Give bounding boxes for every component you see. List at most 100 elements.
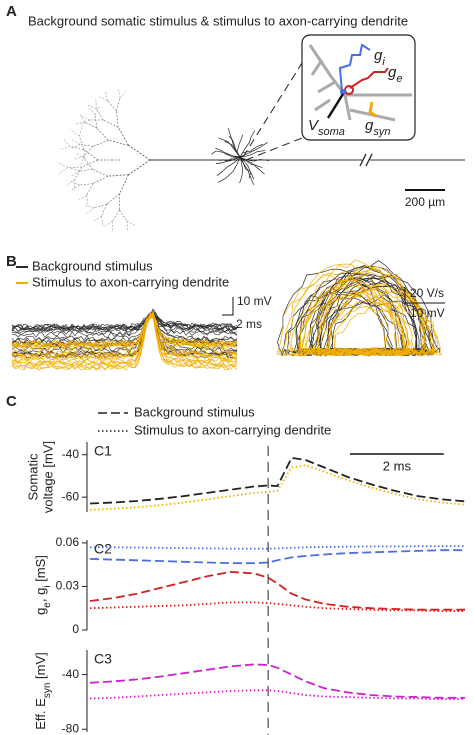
dendrite (79, 113, 86, 123)
dendrite (236, 156, 241, 165)
dendrite (73, 155, 84, 160)
dendrite (239, 152, 243, 158)
y-axis-label: Somatic (25, 453, 40, 500)
trace (11, 315, 238, 347)
dendrite (112, 221, 114, 232)
dendrite (232, 142, 235, 150)
y-tick-label: -60 (62, 489, 80, 503)
dendrite (94, 105, 101, 116)
dendrite (57, 162, 68, 168)
dendrite (236, 153, 241, 158)
dendrite (86, 104, 97, 109)
dendrite (250, 162, 257, 167)
legend-label: Background stimulus (32, 258, 153, 273)
dendrite (231, 156, 241, 161)
dendrite (232, 164, 238, 172)
legend-label: Background stimulus (134, 404, 255, 419)
series-line (89, 570, 465, 611)
dendrite (218, 177, 226, 183)
dendrite (246, 159, 254, 162)
dendrite (238, 139, 242, 144)
dendrite (79, 125, 83, 137)
trace (12, 314, 238, 367)
dendrite (67, 166, 82, 168)
trace (11, 310, 238, 333)
dendrite (241, 161, 243, 170)
trace (11, 310, 238, 344)
dendrite (70, 129, 80, 137)
trace (11, 313, 238, 350)
dendrite (92, 216, 102, 223)
dendrite (101, 216, 104, 227)
label-part: Eff. E (33, 698, 48, 730)
dendrite (248, 172, 251, 179)
dendrite (92, 175, 108, 184)
charts: C1 -40 -60 Somatic voltage [mV] C2 0.06 0.03 0 ge… (25, 441, 466, 735)
dendrite (215, 147, 223, 152)
dendrite (112, 210, 120, 222)
dendrite (103, 119, 119, 128)
dendrite (244, 161, 248, 166)
dendrite (116, 97, 121, 111)
dendrite (211, 150, 217, 155)
dendrite (88, 106, 96, 116)
dendrite (249, 136, 252, 143)
y-tick-label: -80 (62, 721, 80, 735)
inset: gi ge Vsoma gsyn (301, 34, 416, 141)
y-axis-label: voltage [mV] (40, 441, 55, 513)
y-tick-label: 0.06 (56, 535, 80, 549)
dendrite (79, 144, 93, 147)
panel-label: C2 (94, 541, 112, 557)
dendrite (216, 170, 224, 176)
dendrite (86, 195, 89, 207)
dendrite (215, 162, 222, 165)
dendrite (59, 146, 71, 151)
dendrite (225, 171, 234, 179)
dendrite (106, 193, 120, 205)
trace (11, 315, 238, 367)
y-axis-label: Eff. Esyn [mV] (33, 652, 53, 729)
dendrite (119, 90, 128, 99)
y-tick-label: -40 (62, 447, 80, 461)
dendrite (75, 152, 85, 159)
dendrite (224, 152, 233, 157)
traces (11, 259, 443, 372)
dendrite (242, 162, 248, 170)
dendrite (79, 155, 84, 167)
dendrite (84, 122, 98, 129)
trace (11, 312, 238, 334)
dendrite (243, 158, 252, 165)
dendrite (245, 142, 250, 149)
dendrite (247, 165, 251, 173)
dendrite (221, 160, 227, 164)
dendrite (247, 150, 254, 154)
panel-label: C (6, 393, 17, 410)
dendrite (226, 157, 233, 162)
scale-label: 10 mV (410, 306, 445, 320)
dendrite (252, 147, 260, 152)
dendrite (74, 166, 83, 180)
dendrite (126, 221, 128, 232)
dendrite (92, 169, 108, 177)
scale-label: 20 V/s (410, 286, 444, 300)
dendrite (79, 183, 93, 186)
label-part: g (33, 608, 48, 615)
trace (11, 313, 238, 358)
trace (11, 316, 238, 370)
dendrite (128, 144, 151, 161)
trace (277, 268, 388, 357)
dendrite (83, 146, 94, 157)
label-part: i (42, 585, 53, 587)
panel-label: C1 (94, 443, 112, 459)
dendrite (103, 221, 113, 228)
dendrite (240, 134, 244, 140)
scale-label: 200 µm (405, 195, 445, 209)
dendrite (79, 169, 93, 172)
dendrite (116, 110, 119, 128)
series-line (89, 456, 466, 505)
trace (11, 311, 238, 356)
dendrite (227, 160, 232, 162)
dendrite (250, 147, 256, 152)
panel-label: C3 (94, 651, 112, 667)
dendrite (227, 128, 231, 134)
